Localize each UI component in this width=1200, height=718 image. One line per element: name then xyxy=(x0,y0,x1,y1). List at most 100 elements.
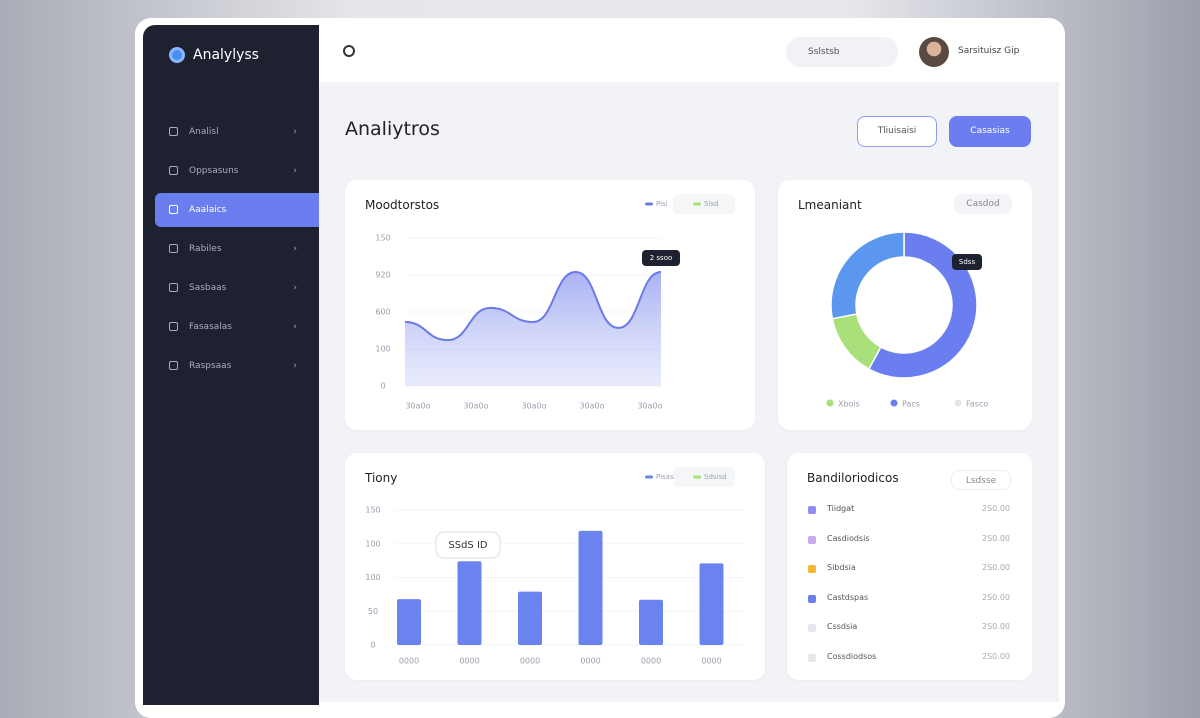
page-title: Analiytros xyxy=(345,118,440,140)
button[interactable]: Lsdsse xyxy=(951,470,1011,490)
card-title: Bandiloriodicos xyxy=(807,471,899,485)
bar xyxy=(397,599,421,645)
y-tick-label: 100 xyxy=(365,573,380,582)
legend-dot xyxy=(826,399,834,407)
y-tick-label: 0 xyxy=(370,641,375,650)
nav-label: Raspsaas xyxy=(189,361,232,371)
bar xyxy=(518,591,542,645)
x-tick-label: 30a0o xyxy=(579,402,604,411)
chevron: › xyxy=(293,166,297,176)
nav-item[interactable]: Raspsaas › xyxy=(155,349,319,383)
x-tick-label: 30a0o xyxy=(463,402,488,411)
y-tick-label: 0 xyxy=(380,382,385,391)
search-pill[interactable]: Sslstsb xyxy=(786,37,898,67)
nav-item[interactable]: Aaalaics xyxy=(155,193,319,227)
row-value: 2S0.00 xyxy=(982,622,1010,632)
legend-swatch xyxy=(693,475,701,479)
x-tick-label: 0000 xyxy=(701,657,721,666)
avatar[interactable] xyxy=(919,37,949,67)
bar-tooltip-bg xyxy=(435,531,501,559)
row-label: Sibdsia xyxy=(827,563,856,573)
nav-icon xyxy=(169,127,178,136)
legend-box xyxy=(673,194,735,214)
line xyxy=(404,271,662,342)
nav-item[interactable]: Sasbaas › xyxy=(155,271,319,305)
y-tick-label: 150 xyxy=(365,506,380,515)
search-icon[interactable] xyxy=(343,45,355,57)
nav-icon xyxy=(169,283,178,292)
row-value: 2S0.00 xyxy=(982,563,1010,573)
card: Bandiloriodicos Lsdsse Tiidgat 2S0.00 Casd… xyxy=(787,453,1032,680)
sidebar: Analylyss Analisl › Oppsasuns › Aaalaics Rabi… xyxy=(143,25,319,705)
nav-label: Rabiles xyxy=(189,244,222,254)
nav-icon xyxy=(169,205,178,214)
row-label: Tiidgat xyxy=(827,504,855,513)
x-tick-label: 0000 xyxy=(459,657,479,666)
chevron: › xyxy=(293,244,297,254)
nav-label: Sasbaas xyxy=(189,283,227,293)
x-tick-label: 0000 xyxy=(580,657,600,666)
x-tick-label: 30a0o xyxy=(405,402,430,411)
nav-item[interactable]: Rabiles › xyxy=(155,232,319,266)
legend-box xyxy=(673,467,735,487)
row-swatch xyxy=(808,565,816,574)
x-tick-label: 30a0o xyxy=(637,402,662,411)
nav-label: Oppsasuns xyxy=(189,166,239,176)
y-tick-label: 600 xyxy=(375,308,390,317)
chevron: › xyxy=(293,127,297,137)
nav-item[interactable]: Analisl › xyxy=(155,115,319,149)
row-value: 2S0.00 xyxy=(982,504,1010,513)
nav-icon xyxy=(169,361,178,370)
y-tick-label: 150 xyxy=(375,234,390,243)
row-label: Cssdsia xyxy=(827,622,858,632)
area-tooltip-bg xyxy=(642,250,680,266)
legend-label: Pisas xyxy=(656,473,674,481)
row-swatch xyxy=(808,594,816,603)
legend-swatch xyxy=(645,202,653,206)
button[interactable]: Casasias xyxy=(949,116,1031,147)
y-tick-label: 920 xyxy=(375,271,390,280)
nav-icon xyxy=(169,244,178,253)
row-value: 2S0.00 xyxy=(982,652,1010,661)
bar xyxy=(578,530,603,645)
card: Lmeaniant Casdod Sdss Xbois Pacs Fasco xyxy=(778,180,1032,430)
nav-item[interactable]: Oppsasuns › xyxy=(155,154,319,188)
row-label: Casdiodsis xyxy=(827,533,870,543)
bar-chart: Pisas Sdsisd 0 50 100 100 150 0000 0000 0000 0000 0… xyxy=(365,467,745,666)
donut-segment xyxy=(830,231,905,320)
button[interactable]: Casdod xyxy=(954,194,1012,214)
x-tick-label: 0000 xyxy=(520,657,540,666)
nav-label: Aaalaics xyxy=(189,205,227,215)
legend-label: Fasco xyxy=(966,400,988,409)
x-tick-label: 0000 xyxy=(399,657,419,666)
logo xyxy=(169,47,185,63)
bar-tooltip: SSdS ID xyxy=(448,540,488,551)
nav-item[interactable]: Fasasalas › xyxy=(155,310,319,344)
bar xyxy=(699,563,724,645)
y-tick-label: 100 xyxy=(365,539,380,548)
legend-label: Pacs xyxy=(902,400,920,409)
x-tick-label: 30a0o xyxy=(521,402,546,411)
row-swatch xyxy=(808,654,816,662)
legend-label: Pisi xyxy=(656,200,668,208)
button[interactable]: Tliuisaisi xyxy=(857,116,937,147)
row-label: Cossdiodsos xyxy=(827,652,877,661)
x-tick-label: 0000 xyxy=(641,657,661,666)
row-label: Castdspas xyxy=(827,592,869,602)
nav-label: Analisl xyxy=(189,127,219,137)
area xyxy=(405,272,661,386)
y-tick-label: 100 xyxy=(375,345,390,354)
nav-icon xyxy=(169,322,178,331)
donut-segment xyxy=(867,231,978,379)
y-tick-label: 50 xyxy=(368,607,378,616)
nav-label: Fasasalas xyxy=(189,322,232,332)
card-title: Moodtorstos xyxy=(365,198,440,212)
donut-tooltip-bg xyxy=(952,254,982,270)
card: Moodtorstos Pisi Sisd 0 100 600 920 150 30a0o 30… xyxy=(345,180,755,430)
area-chart: Pisi Sisd 0 100 600 920 150 30a0o 30a0o 30a0o 30a0… xyxy=(375,194,735,411)
row-swatch xyxy=(808,506,816,514)
row-value: 2S0.00 xyxy=(982,592,1010,602)
legend-swatch xyxy=(645,475,653,479)
legend-label: Sdsisd xyxy=(704,473,727,481)
user-name: Sarsituisz Gip xyxy=(958,46,1020,56)
